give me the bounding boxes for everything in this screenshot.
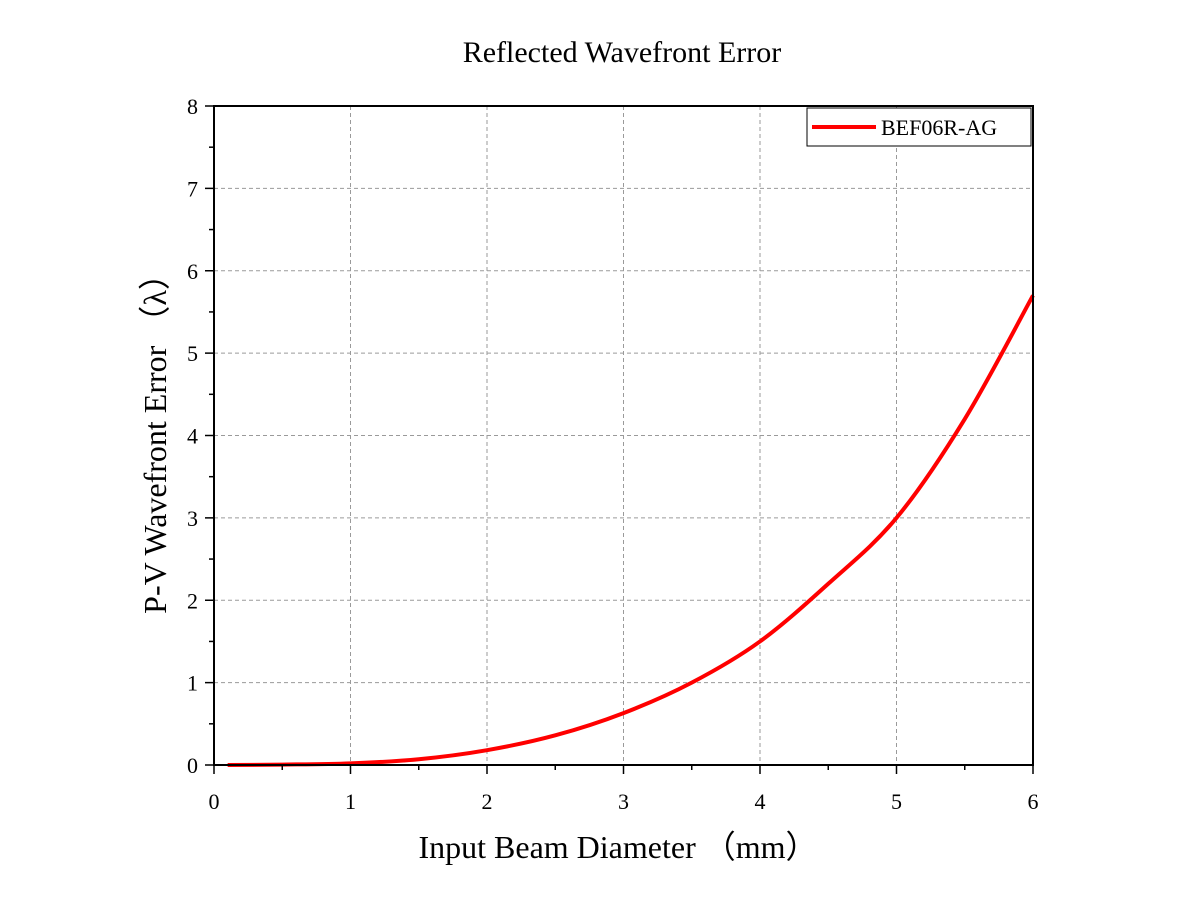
chart-title: Reflected Wavefront Error (463, 36, 782, 69)
x-tick-label: 5 (891, 789, 902, 814)
tick-labels: 0 1 2 3 4 5 6 0 1 2 3 4 5 6 7 8 (187, 94, 1039, 814)
y-tick-label: 2 (187, 588, 198, 613)
x-tick-label: 2 (482, 789, 493, 814)
y-tick-label: 4 (187, 424, 198, 449)
x-tick-label: 1 (345, 789, 356, 814)
grid-lines (214, 106, 1033, 765)
legend-label: BEF06R-AG (881, 115, 997, 140)
series-line (227, 294, 1035, 767)
x-tick-label: 3 (618, 789, 629, 814)
axis-ticks (205, 105, 1034, 774)
y-tick-label: 1 (187, 671, 198, 696)
y-tick-label: 6 (187, 259, 198, 284)
y-tick-label: 0 (187, 753, 198, 778)
x-axis-label: Input Beam Diameter （mm） (418, 829, 817, 865)
y-tick-label: 5 (187, 341, 198, 366)
y-tick-label: 3 (187, 506, 198, 531)
legend: BEF06R-AG (806, 107, 1032, 147)
x-tick-label: 4 (755, 789, 766, 814)
y-tick-label: 8 (187, 94, 198, 119)
x-tick-label: 6 (1028, 789, 1039, 814)
series-layer (227, 294, 1035, 767)
y-axis-label: P-V Wavefront Error （λ） (137, 258, 173, 614)
y-tick-label: 7 (187, 176, 198, 201)
x-tick-label: 0 (209, 789, 220, 814)
